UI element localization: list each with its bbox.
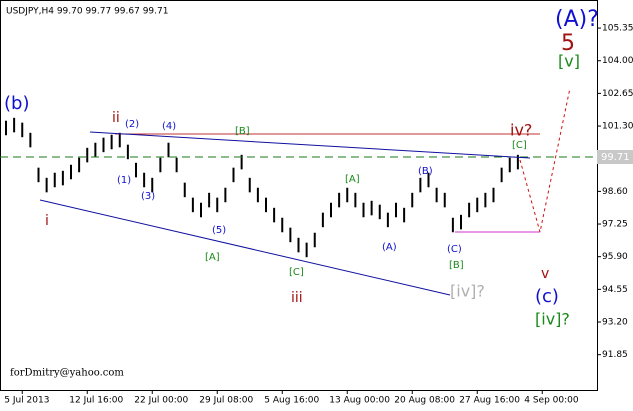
x-tick-label: 13 Aug 00:00 [329,396,390,406]
x-tick-label: 29 Jul 08:00 [199,396,253,406]
x-tick-label: 27 Aug 16:00 [459,396,520,406]
trend-line [39,199,451,296]
wave-label: (3) [141,191,155,202]
y-tick-label: 97.25 [602,220,628,230]
y-tick-label: 98.60 [602,187,628,197]
chart-title: USDJPY,H4 99.70 99.77 99.67 99.71 [6,7,168,17]
trend-line [89,131,531,159]
x-tick-label: 12 Jul 16:00 [69,396,123,406]
wave-label: iv? [510,121,532,140]
wave-label: (A) [382,242,397,253]
bars [5,117,519,258]
wave-label: [A] [205,252,220,263]
y-tick-label: 95.90 [602,252,628,262]
wave-label: [B] [449,260,464,271]
projection [519,87,571,233]
wave-label: (4) [162,121,176,132]
y-tick-label: 105.35 [602,24,633,34]
wave-label: [C] [289,267,304,278]
wave-label: i [45,213,49,229]
y-tick-label: 104.00 [602,56,633,66]
wave-label: [iv]? [450,282,485,301]
wave-label: (A)? [555,7,599,32]
wave-label: [v] [558,52,580,71]
price-label: 99.71 [601,152,630,163]
wave-label: iii [291,290,303,306]
y-tick-label: 93.20 [602,318,628,328]
y-tick-label: 91.85 [602,350,628,360]
y-tick-label: 101.30 [602,122,633,132]
wave-label: (1) [117,175,131,186]
wave-label: [B] [235,126,250,137]
wave-label: (c) [535,286,559,307]
wave-label: 5 [561,31,575,56]
y-tick-label: 102.65 [602,89,633,99]
x-tick-label: 4 Sep 00:00 [524,396,579,406]
wave-label: (B) [418,166,433,177]
plot-frame [0,0,598,391]
x-tick-label: 5 Jul 2013 [4,396,49,406]
wave-label: [A] [345,174,360,185]
wave-label: (2) [125,119,139,130]
wave-label: (C) [447,244,462,255]
wave-label: ii [112,110,120,126]
x-tick-label: 5 Aug 16:00 [264,396,319,406]
wave-labels: (b) ii (2) (4) [B] iv? [C] (1) (3) i (B)… [4,7,599,329]
price-box [597,150,633,164]
wave-label: (5) [212,225,226,236]
footer: forDmitry@yahoo.com [10,368,124,379]
wave-label: v [541,266,549,282]
x-tick-label: 22 Jul 00:00 [134,396,188,406]
wave-label: [C] [512,140,527,151]
wave-label: [iv]? [535,310,570,329]
x-tick-label: 20 Aug 08:00 [394,396,455,406]
y-tick-label: 94.55 [602,285,628,295]
wave-label: (b) [4,93,29,114]
